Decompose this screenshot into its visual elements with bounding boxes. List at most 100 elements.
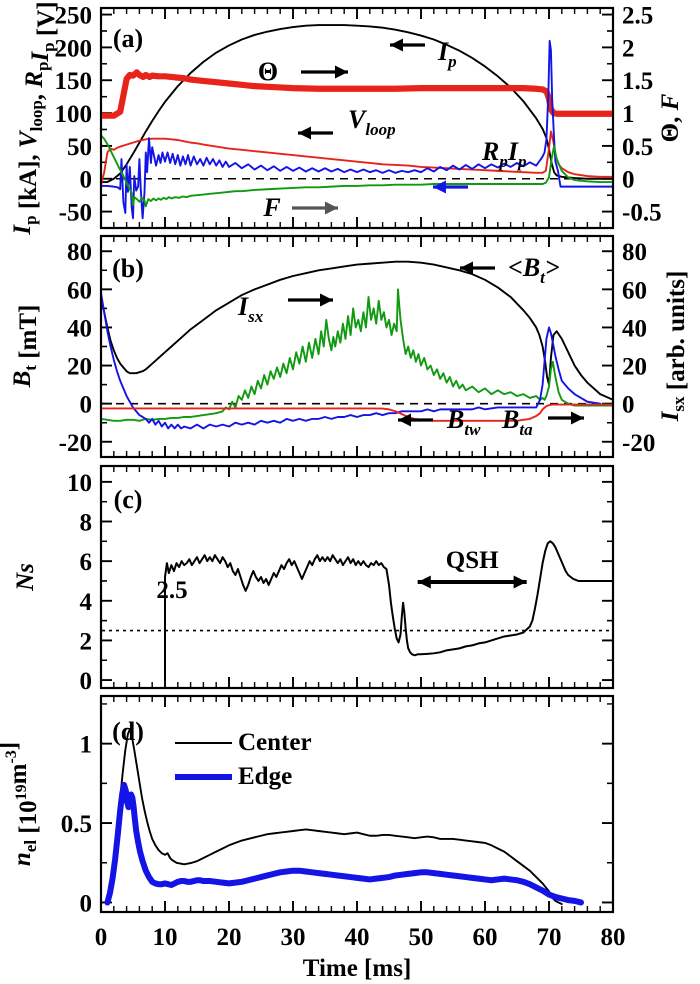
series-center	[106, 728, 563, 906]
y-tick-label: 0	[80, 668, 93, 695]
arrow-bta-head	[571, 411, 584, 425]
arrow-btw-head	[398, 413, 411, 427]
y-tick-label: 80	[67, 239, 92, 266]
arrow-bt	[460, 261, 495, 275]
arrow-rpip	[433, 180, 468, 194]
label-bt-avg: <Bt>	[508, 253, 560, 287]
arrow-vloop	[298, 126, 333, 140]
y-tick-label: 200	[55, 35, 93, 62]
y-tick-label-right: 0	[622, 392, 635, 419]
y-tick-label: 10	[67, 470, 92, 497]
panel-label-d: (d)	[112, 717, 144, 746]
arrow-isx-head	[320, 293, 333, 307]
label-rpip: RpIp	[481, 137, 526, 171]
series-i-p	[102, 24, 612, 183]
y-tick-label-right: 80	[622, 239, 647, 266]
qsh-label: QSH	[446, 547, 499, 574]
y-tick-label-right: 2.5	[622, 3, 653, 30]
y-tick-label: -50	[59, 200, 92, 227]
panel-label-b: (b)	[112, 254, 144, 283]
series--b-t-	[102, 260, 612, 401]
panel-d	[99, 694, 615, 914]
qsh-arrow-right-head	[513, 575, 527, 589]
label-bta: Bta	[501, 405, 533, 439]
y-ticklabels-right-a: -0.5 0 0.5 1 1.5 2 2.5	[622, 3, 662, 227]
y-tick-label-right: 60	[622, 277, 647, 304]
y-tick-label-right: -20	[622, 430, 655, 457]
arrow-isx	[288, 293, 333, 307]
arrow-f	[292, 201, 338, 215]
panel-b	[99, 234, 615, 459]
x-tick-label: 80	[601, 924, 626, 951]
y-tick-label: -20	[59, 430, 92, 457]
y-tick-label-right: 0.5	[622, 134, 653, 161]
x-tick-label: 60	[473, 924, 498, 951]
y-ticklabels-right-b: -20 0 20 40 60 80	[622, 239, 655, 457]
arrow-btw	[398, 413, 433, 427]
x-tick-label: 20	[217, 924, 242, 951]
x-tick-label: 10	[153, 924, 178, 951]
y-tick-label-right: 40	[622, 315, 647, 342]
curves-c	[102, 540, 612, 682]
x-ticks-a	[100, 8, 614, 228]
y-tick-label: 20	[67, 354, 92, 381]
arrow-bt-head	[460, 261, 473, 275]
x-axis-title: Time [ms]	[303, 955, 412, 982]
series-edge	[104, 781, 584, 906]
arrow-vloop-head	[298, 126, 311, 140]
y-tick-label: 250	[55, 3, 93, 30]
series-group-d	[104, 728, 584, 906]
series-group-c	[164, 540, 612, 682]
y-tick-label-right: 0	[622, 167, 635, 194]
y-tick-label: 60	[67, 277, 92, 304]
y-axis-title-c-text: Ns	[12, 563, 39, 592]
panel-a	[99, 6, 615, 230]
series-b-ta	[102, 403, 612, 422]
y-tick-label: 40	[67, 315, 92, 342]
x-ticks-d	[100, 696, 614, 912]
qsh-arrow-right	[417, 575, 527, 589]
y-tick-label: 100	[55, 101, 93, 128]
legend-label-1: Edge	[238, 763, 292, 790]
y-tick-label-right: 1.5	[622, 68, 653, 95]
y-axis-title-b-text: Bt [mT]	[9, 305, 42, 389]
y-tick-label: 8	[80, 510, 93, 537]
y-axis-title-b-right-text: Isx [arb. units]	[657, 271, 690, 423]
y-tick-label: 4	[80, 589, 93, 616]
y-tick-label-right: 2	[622, 35, 635, 62]
y-ticks-d	[101, 703, 613, 904]
y-tick-label: 6	[80, 549, 93, 576]
x-tick-label: 70	[537, 924, 562, 951]
arrow-ip-head	[390, 38, 403, 52]
series-group-b	[102, 260, 612, 430]
y-ticklabels-b: -20 0 20 40 60 80	[59, 239, 92, 457]
series-b-tw	[102, 293, 602, 430]
curves-d	[104, 728, 584, 906]
x-tick-labels: 0 10 20 30 40 50 60 70 80 Time [ms]	[95, 924, 626, 982]
y-tick-label: 50	[67, 134, 92, 161]
label-ip: Ip	[437, 37, 457, 71]
arrow-ip	[390, 38, 425, 52]
y-tick-label: 0	[80, 890, 93, 917]
arrow-theta-head	[335, 65, 348, 79]
y-axis-title-d: nel [1019m-3]	[0, 742, 42, 866]
y-tick-label: 150	[55, 68, 93, 95]
arrow-theta	[301, 65, 348, 79]
label-theta: Θ	[258, 57, 278, 86]
x-tick-label: 30	[281, 924, 306, 951]
series-i-sx	[102, 288, 612, 422]
curves-b	[102, 260, 612, 430]
legend-label-0: Center	[238, 729, 312, 756]
series-ns	[164, 540, 612, 682]
panel-label-c: (c)	[114, 485, 143, 514]
y-ticklabels-d: 00.51	[61, 732, 92, 918]
label-btw: Btw	[446, 405, 481, 439]
y-axis-title-c: Ns	[12, 563, 39, 592]
legend-d: Center Edge	[175, 729, 312, 790]
y-axis-title-b: Bt [mT]	[9, 305, 42, 389]
y-axis-title-a: Ip [kA], Vloop, RpIp [V]	[9, 1, 60, 235]
threshold-label: 2.5	[156, 577, 187, 604]
y-tick-label: 0.5	[61, 811, 92, 838]
